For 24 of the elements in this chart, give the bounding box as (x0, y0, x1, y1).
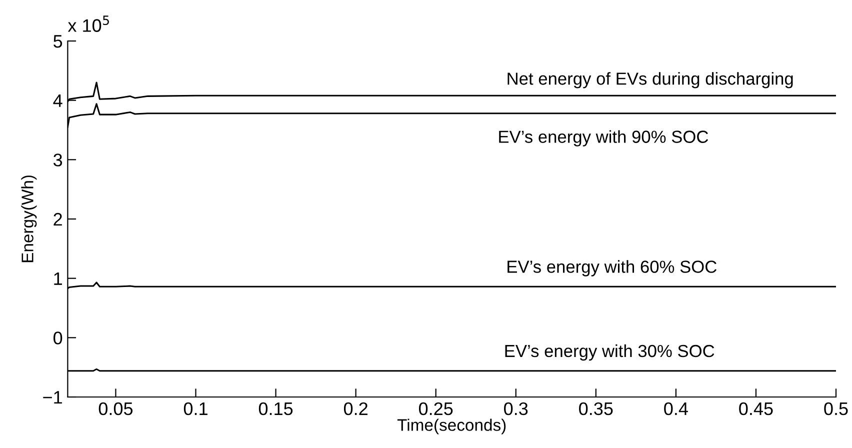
y-tick-label: 5 (54, 35, 62, 48)
y-tick-label: 4 (53, 94, 62, 107)
x-tick-label: 0.3 (504, 402, 528, 416)
x-axis-title: Time(seconds) (397, 418, 506, 434)
annotation: Net energy of EVs during discharging (508, 72, 793, 88)
y-tick-label: 2 (54, 212, 62, 226)
text: x 10$^{5}$ (68, 16, 109, 32)
annotation: EV’s energy with 90% SOC (499, 130, 708, 146)
y-axis-title: Energy(Wh) (21, 176, 37, 262)
x-tick-label: 0.45 (739, 402, 773, 416)
annotation: EV’s energy with 30% SOC (505, 344, 714, 361)
x-tick-label: 0.35 (579, 402, 613, 416)
x-tick-label: 0.2 (344, 402, 368, 416)
annotation: EV’s energy with 60% SOC (508, 260, 717, 276)
y-tick-label: 3 (53, 154, 62, 166)
x-tick-label: 0.25 (418, 402, 453, 416)
x-tick-label: 0.5 (824, 402, 848, 416)
y-tick-label: −1 (43, 391, 62, 404)
x-tick-label: 0.15 (258, 402, 293, 416)
x-tick-label: 0.4 (664, 402, 688, 416)
y-tick-label: 1 (54, 272, 62, 285)
x-tick-label: 0.1 (184, 402, 208, 416)
x-tick-label: 0.05 (98, 402, 133, 416)
y-tick-label: 0 (54, 332, 62, 344)
